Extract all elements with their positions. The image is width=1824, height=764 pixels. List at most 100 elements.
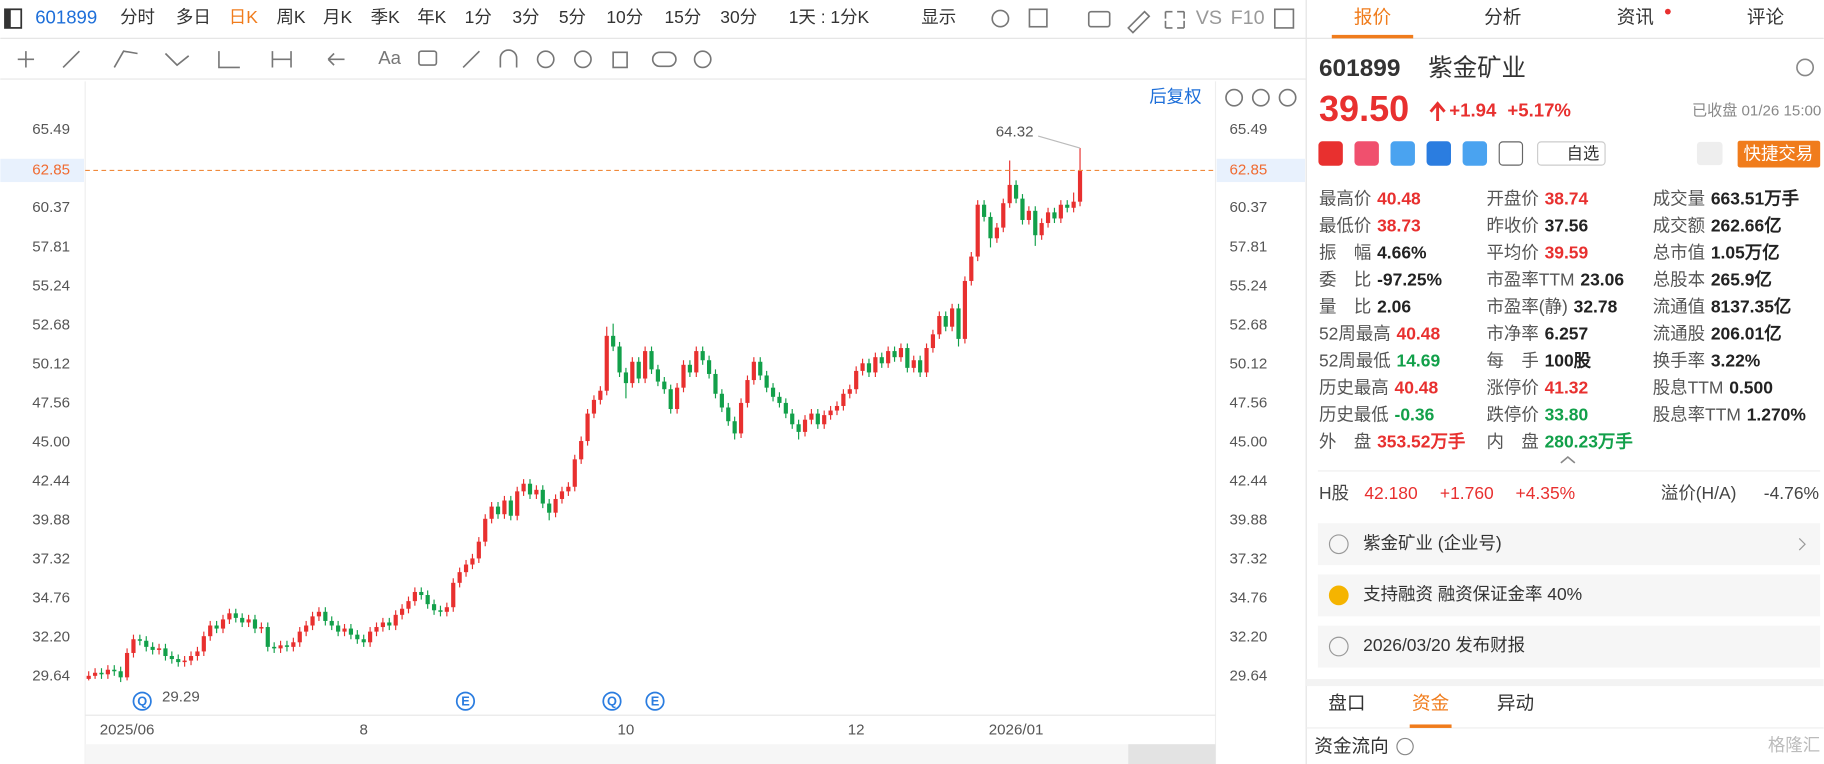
note-tool[interactable]: [418, 50, 438, 66]
box-icon[interactable]: [1028, 8, 1048, 28]
y-tick-label: 37.32: [1229, 551, 1267, 568]
panel-tab[interactable]: 资讯: [1617, 7, 1654, 28]
y-tick-label: 32.20: [32, 629, 70, 646]
period-tab[interactable]: 周K: [276, 7, 305, 27]
y-tick-label: 29.64: [1229, 668, 1267, 685]
panel-icon[interactable]: [1273, 8, 1295, 29]
stat-value: 3.22%: [1711, 350, 1761, 370]
period-tab[interactable]: 年K: [417, 7, 446, 27]
period-tab[interactable]: 日K: [229, 7, 258, 27]
bottom-tab[interactable]: 盘口: [1328, 693, 1365, 714]
range-select[interactable]: 1天 : 1分K: [789, 7, 870, 27]
wave-tool[interactable]: [164, 52, 190, 67]
panel-tab[interactable]: 报价: [1354, 7, 1392, 28]
display-menu[interactable]: 显示: [921, 7, 956, 27]
period-tab[interactable]: 3分: [512, 7, 539, 27]
trade-label: 快捷交易: [1743, 143, 1813, 163]
info-card[interactable]: [1317, 574, 1821, 617]
candle-body: [1020, 198, 1025, 220]
candle-body: [854, 370, 859, 390]
y-tick-label: 45.00: [1229, 434, 1267, 451]
panel-tab[interactable]: 评论: [1747, 7, 1785, 28]
period-tab[interactable]: 30分: [720, 7, 757, 27]
move-tool[interactable]: [17, 51, 35, 68]
line-tool[interactable]: [62, 50, 80, 69]
x-tick-label: 2025/06: [100, 721, 155, 738]
y-tick-label: 57.81: [32, 238, 70, 255]
arrow-tool[interactable]: [327, 52, 345, 66]
quote-change-pct: +5.17%: [1507, 100, 1571, 121]
candle-body: [617, 346, 622, 373]
y-tick-label: 50.12: [1229, 355, 1267, 372]
period-tab[interactable]: 分时: [120, 7, 155, 27]
link-tool[interactable]: [651, 51, 677, 68]
period-tab[interactable]: 15分: [664, 7, 701, 27]
hide-tool[interactable]: [573, 50, 592, 69]
draw-settings[interactable]: [693, 50, 712, 69]
stat-label: 市盈率(静): [1486, 297, 1567, 317]
candle-body: [470, 558, 475, 565]
event-marker[interactable]: [645, 691, 665, 711]
alert-button[interactable]: [1696, 141, 1723, 166]
feature-icon[interactable]: [1318, 141, 1343, 166]
candle-body: [579, 441, 584, 460]
candle-body: [879, 357, 884, 364]
stat-value: 6.257: [1545, 324, 1589, 344]
fullscreen-icon[interactable]: [1164, 10, 1185, 29]
compare-button[interactable]: VS: [1196, 7, 1222, 29]
candle-body: [508, 500, 513, 516]
trade-button[interactable]: [1737, 140, 1821, 168]
candle-body: [336, 625, 341, 632]
range-tool[interactable]: [271, 51, 292, 68]
feature-icon[interactable]: [1354, 141, 1379, 166]
scroll-thumb[interactable]: [1128, 744, 1216, 764]
period-tab[interactable]: 多日: [176, 7, 211, 27]
period-tab[interactable]: 季K: [371, 7, 400, 27]
stat-label: 成交额: [1653, 216, 1705, 236]
period-tab[interactable]: 10分: [606, 7, 643, 27]
y-tick-label: 57.81: [1229, 238, 1267, 255]
f10-button[interactable]: F10: [1231, 7, 1265, 29]
stat-value: 41.32: [1545, 377, 1589, 397]
scrollbar[interactable]: [85, 744, 1216, 764]
zoom-out-icon[interactable]: [1251, 88, 1270, 107]
settings-icon[interactable]: [991, 9, 1010, 28]
lock-tool[interactable]: [536, 50, 555, 69]
watch-button[interactable]: [1537, 141, 1606, 166]
stat-label: 昨收价: [1486, 216, 1538, 236]
panel-tab[interactable]: 分析: [1484, 7, 1521, 28]
reset-icon[interactable]: [1225, 88, 1244, 107]
feature-icon[interactable]: [1390, 141, 1415, 166]
info-card[interactable]: [1317, 625, 1821, 668]
bottom-tab[interactable]: 异动: [1497, 693, 1534, 714]
ruler-tool[interactable]: [462, 50, 480, 69]
candle-body: [368, 631, 373, 643]
period-tab[interactable]: 1分: [465, 7, 492, 27]
magnet-tool[interactable]: [499, 49, 518, 68]
settings-icon[interactable]: [1796, 58, 1815, 77]
last-price-tag: [0, 158, 85, 183]
event-marker[interactable]: [132, 691, 152, 711]
delete-tool[interactable]: [612, 51, 628, 69]
zoom-in-icon[interactable]: [1278, 88, 1297, 107]
camera-icon[interactable]: [1087, 10, 1111, 28]
info-icon[interactable]: [1396, 737, 1414, 756]
measure-tool[interactable]: [218, 51, 240, 69]
period-tab[interactable]: 5分: [559, 7, 586, 27]
text-tool[interactable]: Aa: [378, 47, 401, 68]
polyline-tool[interactable]: [113, 50, 138, 68]
event-marker[interactable]: [602, 691, 622, 711]
event-marker[interactable]: [455, 691, 476, 711]
pen-icon[interactable]: [1127, 10, 1151, 34]
info-card[interactable]: [1317, 523, 1821, 566]
bottom-tab[interactable]: 资金: [1412, 693, 1450, 714]
feature-icon[interactable]: [1498, 141, 1524, 166]
period-tab[interactable]: 月K: [323, 7, 352, 27]
collapse-chevron[interactable]: [1560, 455, 1576, 464]
feature-icon[interactable]: [1426, 141, 1451, 166]
adjust-toggle[interactable]: 后复权: [1149, 86, 1201, 106]
flow-title: 资金流向: [1314, 736, 1388, 757]
stat-label: 换手率: [1653, 350, 1705, 370]
candle-body: [265, 627, 270, 647]
feature-icon[interactable]: [1462, 141, 1488, 166]
